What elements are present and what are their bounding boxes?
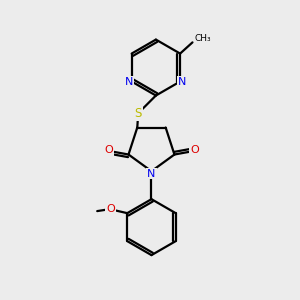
Text: N: N	[147, 169, 156, 178]
Text: S: S	[134, 107, 142, 120]
Text: N: N	[178, 76, 187, 86]
Text: N: N	[125, 76, 134, 86]
Text: O: O	[190, 145, 199, 155]
Text: O: O	[104, 145, 113, 155]
Text: O: O	[106, 204, 115, 214]
Text: CH₃: CH₃	[194, 34, 211, 43]
